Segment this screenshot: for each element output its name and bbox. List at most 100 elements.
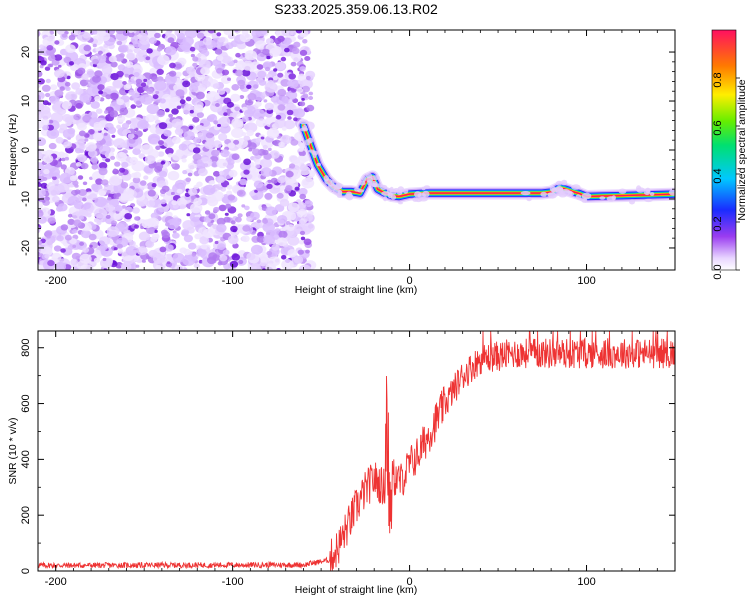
noise-blob bbox=[186, 66, 196, 75]
noise-blob bbox=[141, 259, 146, 263]
noise-blob bbox=[71, 252, 81, 260]
noise-blob bbox=[299, 164, 309, 172]
noise-blob bbox=[255, 40, 267, 50]
noise-blob bbox=[260, 158, 273, 169]
noise-blob bbox=[186, 213, 191, 217]
noise-blob bbox=[299, 101, 306, 107]
noise-blob bbox=[87, 149, 98, 158]
noise-blob bbox=[99, 32, 111, 42]
ridge-halo bbox=[618, 188, 627, 194]
noise-blob bbox=[304, 56, 311, 61]
noise-blob bbox=[118, 171, 124, 177]
noise-blob bbox=[68, 61, 75, 66]
noise-blob bbox=[231, 153, 240, 160]
noise-blob bbox=[64, 81, 71, 87]
noise-blob bbox=[200, 67, 210, 76]
noise-blob bbox=[57, 203, 68, 212]
noise-blob bbox=[264, 66, 271, 72]
noise-blob bbox=[246, 129, 254, 137]
noise-blob bbox=[196, 161, 206, 169]
noise-blob bbox=[235, 52, 241, 58]
noise-blob bbox=[218, 123, 231, 134]
noise-blob bbox=[231, 84, 240, 91]
noise-blob bbox=[182, 107, 192, 115]
noise-blob bbox=[197, 132, 204, 137]
noise-blob bbox=[279, 198, 290, 207]
y-tick-label: 0 bbox=[20, 568, 32, 574]
noise-blob bbox=[258, 79, 267, 86]
noise-blob bbox=[148, 37, 157, 45]
noise-blob bbox=[250, 263, 261, 270]
noise-blob bbox=[270, 177, 278, 184]
noise-blob bbox=[38, 78, 45, 85]
noise-blob bbox=[110, 155, 116, 160]
noise-blob bbox=[192, 56, 199, 62]
noise-blob bbox=[105, 158, 111, 163]
noise-blob bbox=[106, 226, 120, 238]
noise-blob bbox=[218, 63, 226, 70]
noise-blob bbox=[73, 219, 82, 227]
noise-blob bbox=[92, 63, 97, 68]
noise-blob bbox=[207, 197, 219, 207]
noise-blob bbox=[148, 249, 158, 258]
noise-blob bbox=[223, 150, 229, 155]
noise-blob bbox=[95, 178, 103, 185]
noise-blob bbox=[193, 137, 201, 144]
noise-blob bbox=[167, 170, 180, 181]
noise-blob bbox=[267, 179, 272, 183]
noise-blob bbox=[164, 108, 170, 113]
noise-blob bbox=[45, 78, 51, 84]
noise-blob bbox=[251, 223, 256, 228]
colorbar-tick-label: 0.2 bbox=[712, 216, 724, 231]
noise-blob bbox=[38, 184, 39, 188]
noise-blob bbox=[134, 224, 139, 229]
noise-blob bbox=[64, 156, 70, 161]
noise-blob bbox=[297, 249, 304, 255]
noise-blob bbox=[221, 69, 230, 76]
noise-blob bbox=[213, 170, 220, 177]
ridge-halo bbox=[520, 191, 531, 196]
y-tick-label: 10 bbox=[20, 95, 32, 107]
noise-blob bbox=[163, 129, 172, 137]
ridge-halo bbox=[344, 193, 353, 200]
noise-blob bbox=[223, 112, 228, 116]
noise-blob bbox=[170, 191, 175, 196]
noise-blob bbox=[297, 74, 306, 81]
noise-blob bbox=[193, 81, 200, 87]
noise-blob bbox=[150, 236, 158, 243]
noise-blob bbox=[160, 199, 167, 205]
noise-blob bbox=[138, 202, 145, 207]
noise-blob bbox=[244, 205, 250, 211]
noise-blob bbox=[80, 229, 91, 239]
noise-blob bbox=[141, 219, 153, 229]
noise-blob bbox=[298, 220, 305, 226]
noise-blob bbox=[155, 90, 160, 95]
noise-blob bbox=[116, 243, 123, 249]
noise-blob bbox=[299, 49, 308, 57]
ridge-halo bbox=[299, 120, 309, 125]
noise-blob bbox=[65, 44, 76, 53]
bottom-ylabel: SNR (10 * v/v) bbox=[7, 417, 19, 484]
noise-blob bbox=[228, 169, 238, 178]
noise-blob bbox=[230, 93, 241, 102]
noise-blob bbox=[202, 184, 216, 196]
noise-blob bbox=[226, 190, 233, 196]
noise-blob bbox=[122, 65, 135, 77]
noise-blob bbox=[215, 103, 220, 107]
noise-blob bbox=[151, 76, 159, 83]
noise-blob bbox=[196, 112, 204, 118]
noise-blob bbox=[182, 80, 191, 88]
noise-blob bbox=[266, 55, 271, 60]
noise-blob bbox=[91, 183, 99, 190]
ridge-halo bbox=[403, 188, 409, 194]
noise-blob bbox=[130, 172, 138, 178]
noise-blob bbox=[78, 189, 87, 196]
noise-blob bbox=[198, 59, 211, 70]
ridge-halo bbox=[415, 198, 422, 203]
noise-blob bbox=[241, 235, 250, 243]
noise-blob bbox=[146, 48, 153, 54]
noise-blob bbox=[168, 102, 177, 109]
noise-blob bbox=[250, 244, 263, 255]
noise-blob bbox=[47, 55, 56, 62]
noise-blob bbox=[195, 91, 205, 100]
